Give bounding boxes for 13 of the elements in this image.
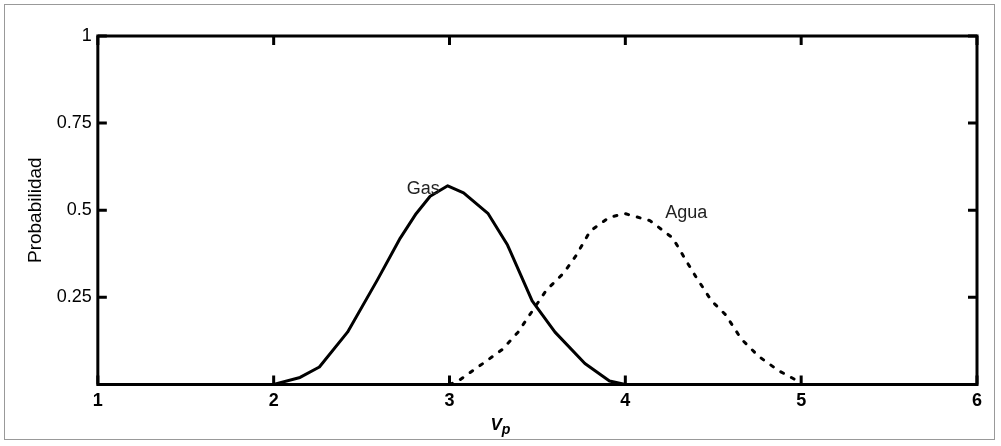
y-tick-label: 0.5: [66, 199, 92, 220]
x-axis-title: V$_{p}$: [489, 415, 512, 438]
y-tick-label: 1: [81, 24, 92, 45]
y-tick-label: 0.25: [56, 286, 92, 307]
series-label: Agua: [665, 201, 709, 222]
series-label: Gas: [406, 177, 440, 198]
y-axis-title: Probabilidad: [23, 157, 45, 264]
x-tick-label: 4: [620, 390, 631, 411]
y-tick-label: 0.75: [56, 112, 92, 133]
x-tick-label: 2: [268, 390, 279, 411]
x-tick-label: 5: [796, 390, 807, 411]
x-tick-label: 3: [444, 390, 455, 411]
x-tick-label: 6: [971, 390, 983, 411]
